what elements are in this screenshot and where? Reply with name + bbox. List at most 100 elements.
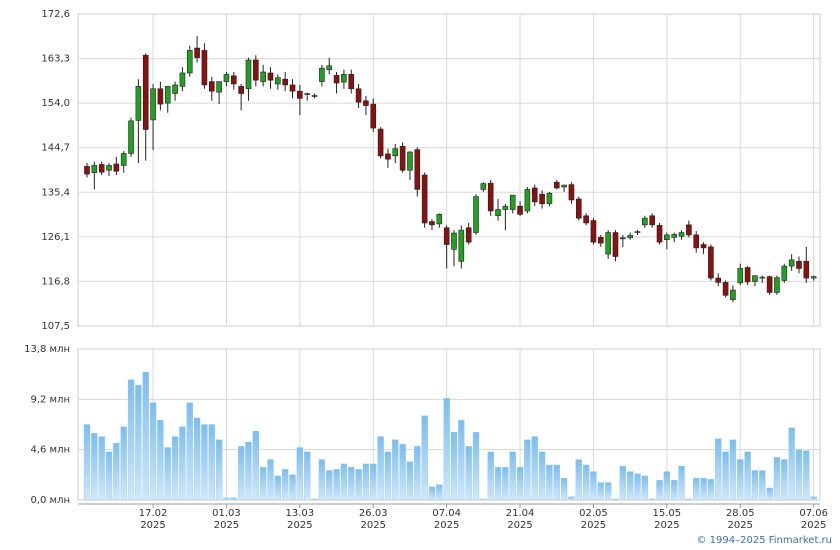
candle-body: [348, 74, 355, 90]
candle-body: [399, 145, 406, 171]
candle-body: [429, 221, 435, 226]
volume-bar: [215, 439, 223, 501]
volume-bar: [171, 436, 179, 501]
candle-body: [106, 165, 112, 171]
volume-bar: [91, 433, 98, 501]
volume-bar: [516, 467, 524, 501]
volume-bar: [333, 469, 340, 501]
volume-bar: [296, 447, 304, 501]
volume-bar: [282, 469, 289, 501]
volume-bar: [553, 464, 560, 501]
candle-body: [392, 148, 399, 157]
candle-body: [414, 149, 421, 190]
candle-body: [238, 86, 244, 94]
candle-body: [142, 54, 149, 130]
volume-bar: [113, 442, 120, 501]
volume-bar: [260, 467, 267, 501]
volume-bar: [480, 498, 487, 501]
candle-body: [164, 86, 171, 104]
candle-body: [436, 214, 443, 225]
volume-bar: [538, 451, 546, 501]
candle-body: [620, 237, 626, 240]
candle-body: [575, 198, 582, 219]
candle-body: [752, 275, 758, 282]
candle-body: [495, 209, 501, 217]
y-tick-label: 154,0: [41, 98, 70, 109]
candle-body: [282, 78, 288, 86]
volume-bar: [186, 402, 193, 501]
volume-bar: [656, 480, 663, 501]
candle-body: [781, 265, 788, 281]
volume-bar: [575, 459, 582, 501]
volume-bar: [340, 463, 348, 501]
candle-body: [179, 72, 186, 87]
candle-body: [201, 50, 208, 86]
volume-bar: [318, 459, 326, 501]
volume-bar: [370, 463, 377, 501]
candle-body: [730, 289, 736, 300]
volume-bar: [127, 379, 135, 501]
candle-body: [208, 81, 215, 92]
candle-body: [194, 47, 200, 58]
volume-bar: [362, 463, 370, 501]
candle-body: [128, 120, 134, 154]
volume-bar: [612, 498, 619, 501]
volume-bar: [230, 497, 237, 501]
volume-bar: [531, 436, 538, 501]
candle-body: [759, 276, 766, 279]
x-tick-label: 13.03 2025: [285, 508, 315, 531]
candle-body: [524, 189, 531, 212]
candle-body: [304, 93, 311, 95]
candle-body: [275, 77, 281, 85]
candle-body: [642, 217, 648, 226]
volume-bar: [649, 498, 656, 501]
candle-body: [678, 232, 685, 237]
candle-body: [612, 232, 619, 257]
candle-body: [407, 151, 413, 171]
candle-body: [722, 282, 729, 296]
volume-bar: [781, 459, 788, 501]
volume-bar: [406, 461, 414, 501]
candle-body: [260, 71, 266, 82]
volume-bar: [157, 419, 164, 501]
candle-body: [421, 174, 428, 224]
candle-body: [319, 67, 325, 82]
candle-body: [634, 231, 641, 233]
candle-body: [253, 59, 259, 81]
volume-bar: [377, 436, 384, 501]
candle-body: [715, 277, 722, 283]
candle-body: [568, 184, 575, 201]
volume-bar: [707, 479, 715, 501]
volume-bar: [201, 424, 208, 501]
volume-bar: [399, 444, 406, 501]
candle-body: [708, 246, 714, 279]
volume-bar: [428, 486, 436, 501]
volume-bar: [83, 424, 91, 501]
volume-bar: [149, 402, 157, 501]
candle-body: [744, 267, 751, 283]
volume-bar: [414, 446, 421, 501]
candle-body: [671, 234, 678, 238]
candle-body: [289, 84, 296, 92]
candle-body: [502, 205, 509, 210]
volume-bar: [252, 430, 259, 501]
candle-body: [231, 75, 237, 85]
volume-bar: [436, 484, 443, 501]
candle-body: [91, 165, 98, 173]
candle-body: [363, 100, 369, 106]
volume-bar: [355, 469, 362, 501]
volume-bar: [458, 419, 465, 501]
volume-bar: [700, 477, 707, 501]
candle-body: [649, 215, 655, 226]
candle-body: [693, 234, 700, 249]
volume-bar: [245, 441, 252, 501]
copyright[interactable]: © 1994–2025 Finmarket.ru: [696, 535, 832, 546]
candle-body: [553, 181, 560, 189]
volume-bar: [663, 471, 671, 501]
candle-body: [157, 88, 164, 105]
candle-body: [267, 72, 274, 81]
x-tick-label: 02.05 2025: [579, 508, 608, 531]
candle-body: [84, 166, 90, 175]
